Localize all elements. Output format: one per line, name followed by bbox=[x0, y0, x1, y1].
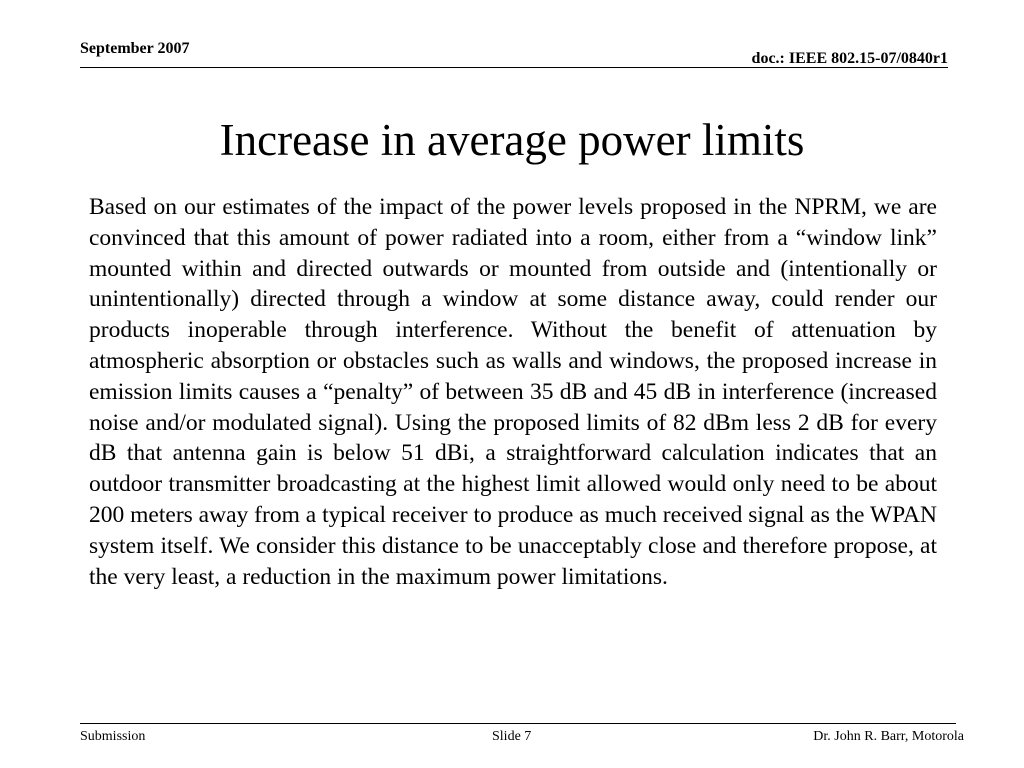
header-date: September 2007 bbox=[80, 40, 190, 57]
slide-body-text: Based on our estimates of the impact of … bbox=[89, 194, 937, 590]
slide-title: Increase in average power limits bbox=[219, 115, 805, 165]
header-divider bbox=[80, 67, 948, 68]
footer-author: Dr. John R. Barr, Motorola bbox=[813, 729, 964, 744]
header-doc-id: doc.: IEEE 802.15-07/0840r1 bbox=[751, 50, 948, 67]
footer-submission: Submission bbox=[80, 729, 146, 744]
footer-divider bbox=[80, 723, 956, 724]
footer-slide-number: Slide 7 bbox=[492, 729, 532, 744]
